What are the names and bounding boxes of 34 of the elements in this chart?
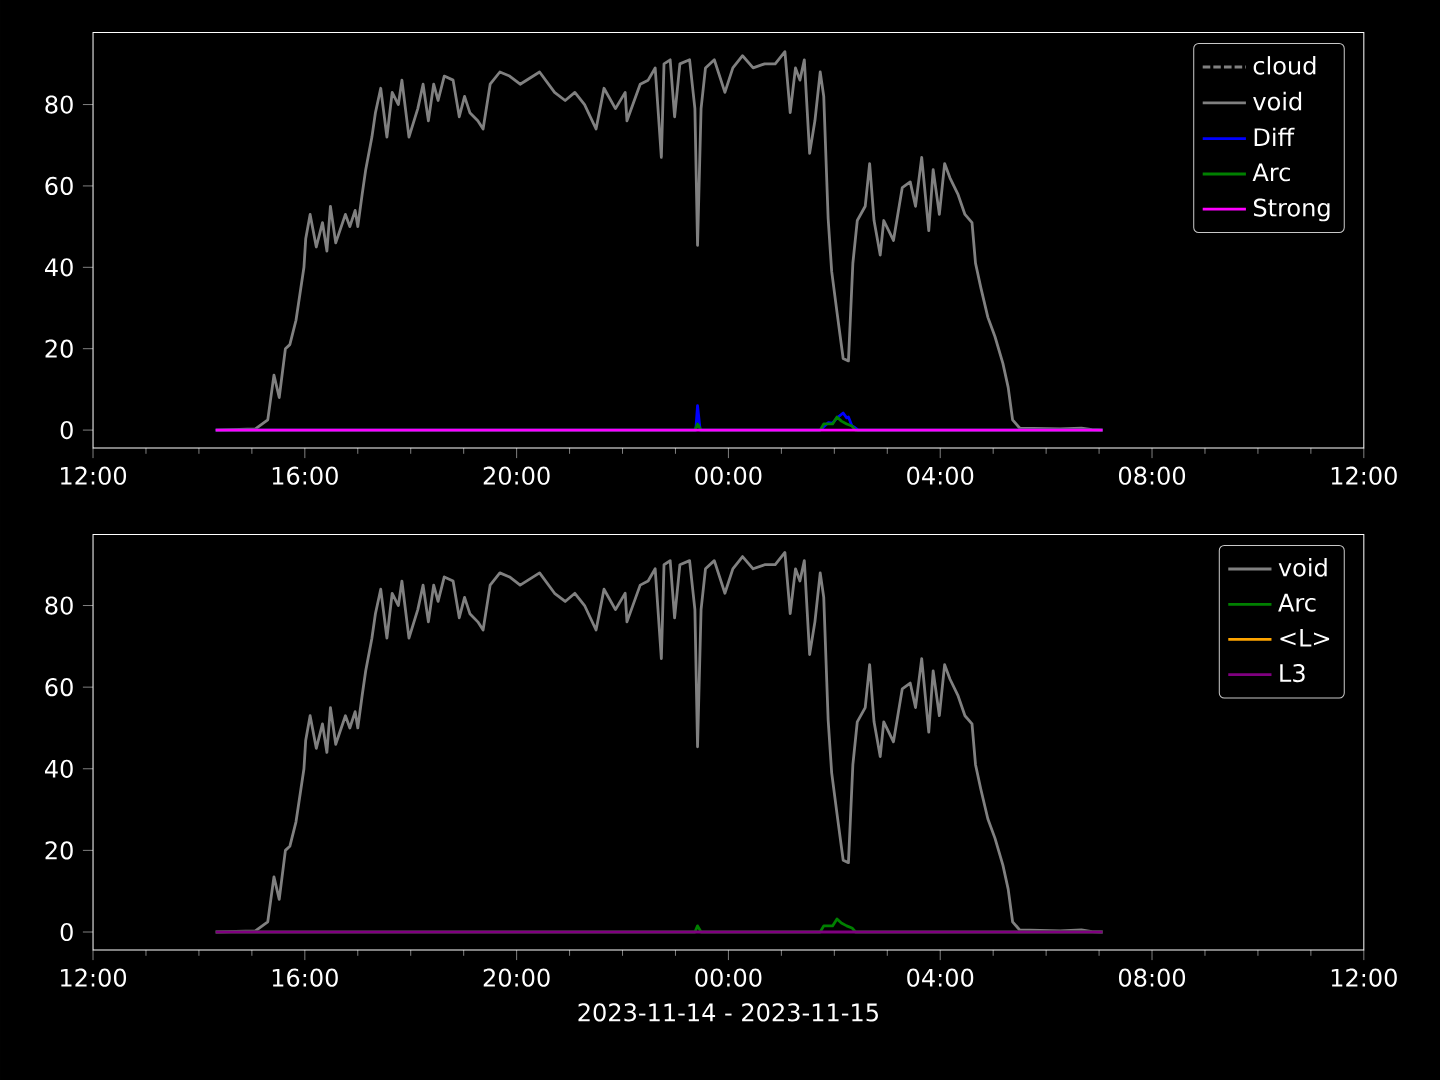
y-tick-label: 20 xyxy=(45,841,73,860)
y-tick-label: 60 xyxy=(45,678,73,697)
legend-label: cloud xyxy=(1253,56,1316,75)
legend-label: L3 xyxy=(1280,663,1305,683)
y-tick-label: 0 xyxy=(60,420,73,440)
x-tick-label: 12:00 xyxy=(1331,466,1397,485)
x-tick-label: 12:00 xyxy=(1331,968,1397,987)
legend-label: void xyxy=(1278,558,1327,577)
y-tick-label: 80 xyxy=(45,596,73,615)
x-tick-label: 16:00 xyxy=(272,466,338,485)
x-tick-label: 20:00 xyxy=(483,466,550,485)
y-tick-label: 80 xyxy=(45,95,73,114)
legend-label: <L> xyxy=(1280,628,1330,647)
legend-label: Strong xyxy=(1253,198,1330,222)
x-tick-label: 12:00 xyxy=(61,968,127,987)
x-tick-label: 04:00 xyxy=(907,968,974,987)
y-tick-label: 60 xyxy=(45,176,73,196)
y-tick-label: 20 xyxy=(45,339,73,358)
x-tick-label: 20:00 xyxy=(483,968,550,987)
legend-label: void xyxy=(1253,91,1302,111)
x-tick-label: 12:00 xyxy=(61,466,127,485)
legend-label: Diff xyxy=(1254,127,1295,146)
x-tick-label: 08:00 xyxy=(1118,466,1186,485)
x-tick-label: 00:00 xyxy=(695,968,762,987)
x-axis-title: 2023-11-14 - 2023-11-15 xyxy=(578,1003,878,1022)
x-tick-label: 04:00 xyxy=(907,466,974,485)
y-tick-label: 0 xyxy=(60,922,73,942)
y-tick-label: 40 xyxy=(44,759,73,778)
x-tick-label: 16:00 xyxy=(272,968,338,987)
x-tick-label: 00:00 xyxy=(695,466,762,485)
x-tick-label: 08:00 xyxy=(1118,968,1186,987)
y-tick-label: 40 xyxy=(44,258,73,277)
legend-label: Arc xyxy=(1278,593,1316,612)
legend-label: Arc xyxy=(1252,163,1290,182)
